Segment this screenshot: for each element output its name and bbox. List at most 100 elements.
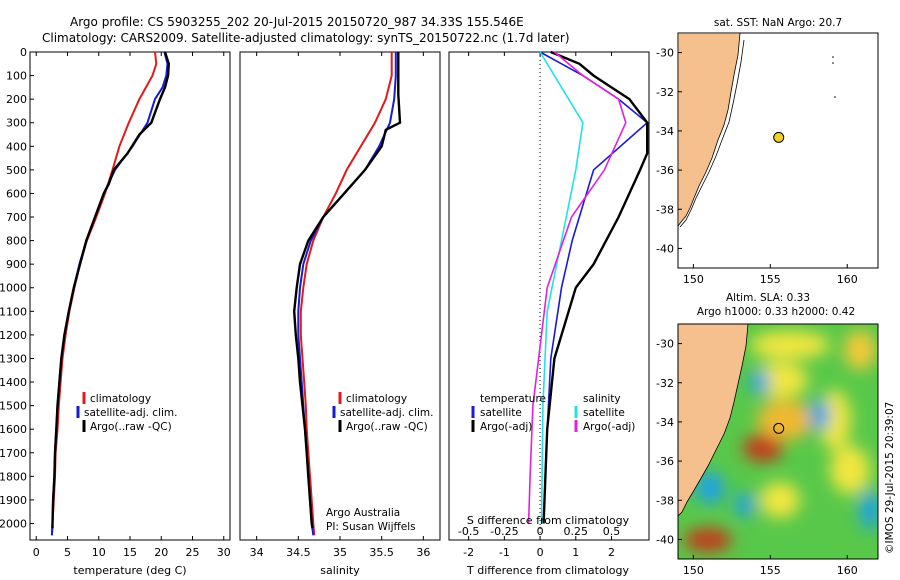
difference-x-label: T difference from climatology	[466, 564, 629, 577]
depth-tick-label: 300	[6, 117, 27, 130]
series-line-argo-raw-qc-	[51, 51, 171, 529]
lat-tick-label: -38	[656, 203, 674, 216]
s-tick-label: -0.25	[490, 525, 518, 538]
depth-tick-label: 1100	[0, 305, 27, 318]
series-line-salinity-argo-adj-	[527, 51, 627, 524]
series-line-climatology	[299, 52, 393, 536]
depth-tick-label: 1700	[0, 447, 27, 460]
x-tick-label: 0	[537, 546, 544, 559]
x-tick-label: 35.5	[369, 546, 394, 559]
sla-anomaly	[757, 400, 813, 440]
lat-tick-label: -36	[656, 455, 674, 468]
lat-tick-label: -34	[656, 416, 674, 429]
depth-axis: 0 100 200 300 400 500 600 700 800 900 1000 1100 1200…	[0, 46, 34, 530]
temperature-profiles	[50, 51, 171, 536]
depth-tick-label: 200	[6, 93, 27, 106]
depth-tick-label: 100	[6, 70, 27, 83]
title-line-2: Climatology: CARS2009. Satellite-adjuste…	[42, 31, 570, 45]
x-tick-label: 34	[250, 546, 264, 559]
series-line-temperature-argo-adj-	[542, 50, 649, 524]
sla-anomaly	[735, 493, 755, 517]
legend-satellite-label: satellite-adj. clim.	[84, 407, 177, 419]
sst-map-panel: sat. SST: NaN Argo: 20.7 -30 -32 -34 -36 -38…	[656, 17, 879, 286]
legend-climatology-label: climatology	[346, 393, 407, 405]
depth-tick-label: 1400	[0, 376, 27, 389]
difference-axes-box	[448, 51, 650, 541]
series-line-argo-raw-qc-	[292, 52, 402, 529]
legend-argo-label: Argo(..raw -QC)	[346, 421, 428, 433]
sst-map-axes: -30 -32 -34 -36 -38 -40 150 155 160	[656, 47, 858, 286]
lat-tick-label: -40	[656, 242, 674, 255]
sla-anomaly	[860, 490, 878, 530]
x-tick-label: 25	[186, 546, 200, 559]
sla-anomaly	[750, 331, 830, 359]
lat-tick-label: -34	[656, 125, 674, 138]
imos-timestamp: ©IMOS 29-Jul-2015 20:39:07	[884, 402, 896, 554]
salinity-panel: 34 34.5 35 35.5 36 salinity climatology sate…	[239, 51, 441, 577]
title-line-1: Argo profile: CS 5903255_202 20-Jul-2015…	[70, 15, 524, 29]
depth-tick-label: 1500	[0, 400, 27, 413]
difference-panel: -2 -1 0 1 2 -0.5 -0.25 0 0.25 0.5 T difference fr…	[448, 50, 650, 577]
x-tick-label: 35	[333, 546, 347, 559]
lon-tick-label: 150	[683, 273, 704, 286]
lat-tick-label: -36	[656, 164, 674, 177]
salinity-x-label: salinity	[320, 564, 360, 577]
legend-temperature-heading: temperature	[480, 393, 546, 405]
depth-tick-label: 900	[6, 258, 27, 271]
s-tick-label: 0	[537, 525, 544, 538]
sla-map-title-2: Argo h1000: 0.33 h2000: 0.42	[697, 306, 855, 318]
x-tick-label: 2	[608, 546, 615, 559]
legend-sal-satellite-label: satellite	[583, 407, 625, 419]
sla-map-title-1: Altim. SLA: 0.33	[726, 292, 810, 304]
salinity-legend: climatology satellite-adj. clim. Argo(..…	[332, 392, 433, 433]
series-line-climatology	[50, 51, 158, 536]
difference-legend: temperature salinity satellite Argo(-adj…	[471, 393, 635, 433]
difference-x-axis: -2 -1 0 1 2 -0.5 -0.25 0 0.25 0.5	[458, 52, 620, 559]
difference-top-label: S difference from climatology	[467, 514, 630, 527]
depth-tick-label: 0	[20, 46, 27, 59]
x-tick-label: 10	[92, 546, 106, 559]
depth-tick-label: 800	[6, 235, 27, 248]
sla-map-panel: Altim. SLA: 0.33 Argo h1000: 0.33 h2000:…	[656, 292, 896, 577]
legend-temp-argo-label: Argo(-adj)	[480, 421, 532, 433]
legend-temp-satellite-label: satellite	[480, 407, 522, 419]
x-tick-label: 0	[33, 546, 40, 559]
legend-climatology-label: climatology	[90, 393, 151, 405]
island-marker	[832, 56, 834, 58]
lat-tick-label: -32	[656, 377, 674, 390]
sst-map-title: sat. SST: NaN Argo: 20.7	[714, 17, 842, 29]
depth-tick-label: 700	[6, 211, 27, 224]
sst-map-land	[677, 32, 741, 228]
temperature-panel: 0100200300400500600700800900100011001200…	[0, 46, 231, 577]
legend-salinity-heading: salinity	[583, 393, 621, 405]
s-tick-label: 0.5	[603, 525, 621, 538]
depth-tick-label: 1000	[0, 282, 27, 295]
s-tick-label: -0.5	[458, 525, 479, 538]
difference-profiles	[527, 50, 649, 524]
lon-tick-label: 150	[683, 564, 704, 577]
series-line-temperature-satellite	[539, 51, 649, 524]
sla-map-axes: -30 -32 -34 -36 -38 -40 150 155 160	[656, 338, 858, 577]
lat-tick-label: -30	[656, 47, 674, 60]
depth-tick-label: 1300	[0, 352, 27, 365]
credit-line-1: Argo Australia	[326, 507, 400, 519]
temperature-x-label: temperature (deg C)	[73, 564, 186, 577]
temperature-legend: climatology satellite-adj. clim. Argo(..…	[76, 392, 177, 433]
x-tick-label: 20	[154, 546, 168, 559]
lon-tick-label: 155	[760, 273, 781, 286]
x-tick-label: 15	[123, 546, 137, 559]
depth-tick-label: 1800	[0, 470, 27, 483]
float-position-marker	[773, 422, 785, 434]
lon-tick-label: 160	[837, 564, 858, 577]
series-line-salinity-satellite	[539, 51, 584, 524]
depth-tick-label: 400	[6, 140, 27, 153]
x-tick-label: 5	[64, 546, 71, 559]
sla-anomaly	[830, 446, 870, 494]
sla-anomaly	[760, 482, 800, 518]
temperature-axes-box	[29, 51, 231, 541]
depth-tick-label: 1200	[0, 329, 27, 342]
sla-anomaly	[743, 434, 783, 462]
sla-field	[678, 324, 878, 559]
temperature-x-axis: 0 5 10 15 20 25 30	[33, 52, 231, 559]
